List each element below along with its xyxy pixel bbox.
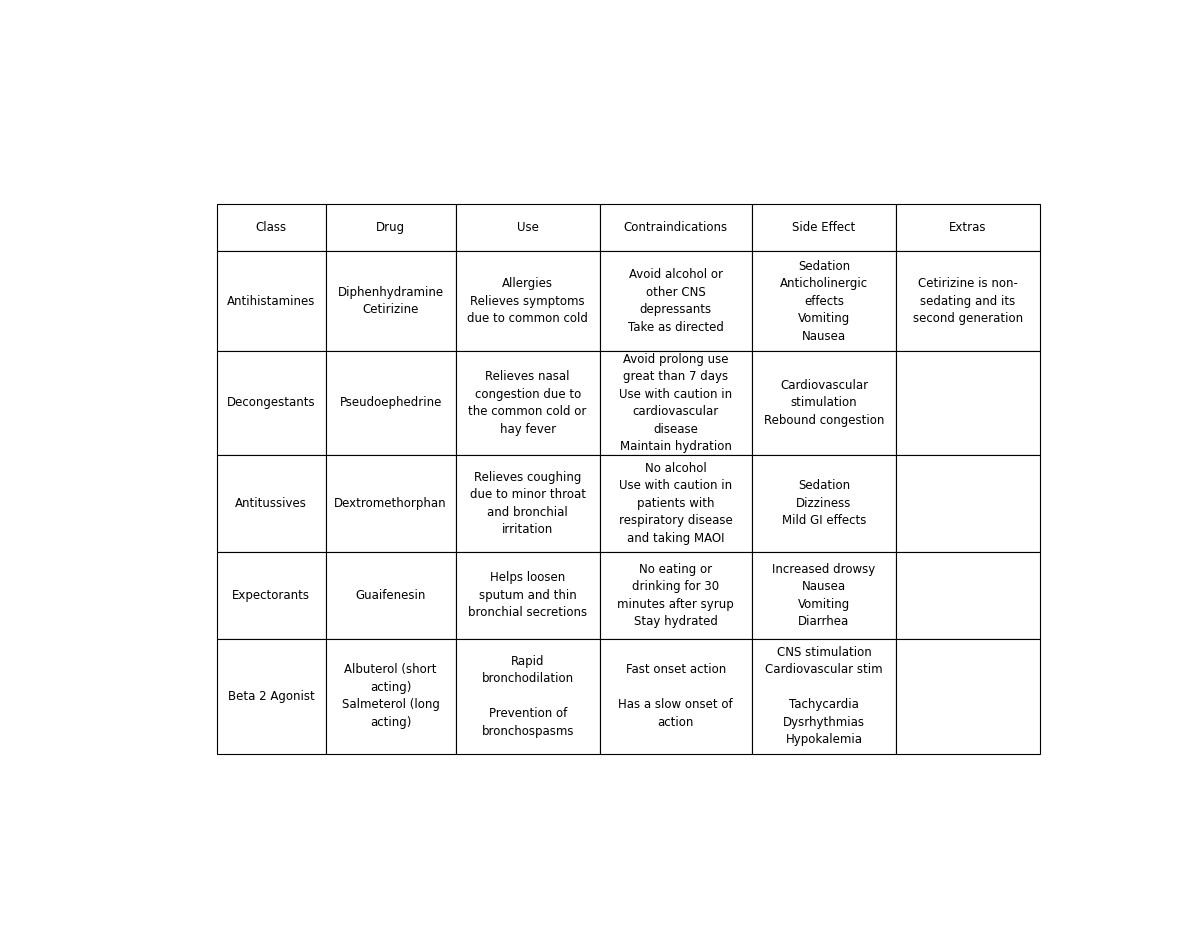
Text: Guaifenesin: Guaifenesin: [355, 589, 426, 602]
Bar: [896, 204, 1040, 251]
Text: Helps loosen
sputum and thin
bronchial secretions: Helps loosen sputum and thin bronchial s…: [468, 571, 587, 619]
Text: No alcohol
Use with caution in
patients with
respiratory disease
and taking MAOI: No alcohol Use with caution in patients …: [619, 462, 733, 545]
Bar: [217, 552, 325, 639]
Bar: [325, 351, 456, 455]
Bar: [752, 251, 896, 351]
Text: Sedation
Anticholinergic
effects
Vomiting
Nausea: Sedation Anticholinergic effects Vomitin…: [780, 260, 868, 343]
Bar: [896, 351, 1040, 455]
Bar: [217, 351, 325, 455]
Bar: [456, 351, 600, 455]
Bar: [325, 204, 456, 251]
Text: Beta 2 Agonist: Beta 2 Agonist: [228, 690, 314, 703]
Text: Side Effect: Side Effect: [792, 222, 856, 235]
Text: Pseudoephedrine: Pseudoephedrine: [340, 397, 442, 410]
Bar: [752, 639, 896, 754]
Text: Rapid
bronchodilation

Prevention of
bronchospasms: Rapid bronchodilation Prevention of bron…: [481, 654, 574, 738]
Text: No eating or
drinking for 30
minutes after syrup
Stay hydrated: No eating or drinking for 30 minutes aft…: [618, 563, 734, 629]
Bar: [456, 204, 600, 251]
Text: Avoid prolong use
great than 7 days
Use with caution in
cardiovascular
disease
M: Avoid prolong use great than 7 days Use …: [619, 353, 732, 453]
Bar: [600, 552, 752, 639]
Text: Drug: Drug: [376, 222, 406, 235]
Text: Cetirizine is non-
sedating and its
second generation: Cetirizine is non- sedating and its seco…: [913, 277, 1024, 325]
Text: Relieves coughing
due to minor throat
and bronchial
irritation: Relieves coughing due to minor throat an…: [469, 471, 586, 536]
Text: Antihistamines: Antihistamines: [227, 295, 316, 308]
Bar: [325, 455, 456, 552]
Bar: [896, 639, 1040, 754]
Bar: [456, 455, 600, 552]
Bar: [600, 639, 752, 754]
Bar: [456, 251, 600, 351]
Text: Use: Use: [517, 222, 539, 235]
Bar: [600, 455, 752, 552]
Bar: [896, 455, 1040, 552]
Text: Cardiovascular
stimulation
Rebound congestion: Cardiovascular stimulation Rebound conge…: [763, 379, 884, 427]
Bar: [752, 351, 896, 455]
Bar: [325, 639, 456, 754]
Text: Fast onset action

Has a slow onset of
action: Fast onset action Has a slow onset of ac…: [618, 664, 733, 729]
Text: Decongestants: Decongestants: [227, 397, 316, 410]
Bar: [456, 639, 600, 754]
Text: Increased drowsy
Nausea
Vomiting
Diarrhea: Increased drowsy Nausea Vomiting Diarrhe…: [773, 563, 876, 629]
Bar: [456, 552, 600, 639]
Text: Relieves nasal
congestion due to
the common cold or
hay fever: Relieves nasal congestion due to the com…: [468, 370, 587, 436]
Bar: [217, 251, 325, 351]
Text: Dextromethorphan: Dextromethorphan: [335, 497, 446, 510]
Bar: [217, 455, 325, 552]
Text: Sedation
Dizziness
Mild GI effects: Sedation Dizziness Mild GI effects: [781, 479, 866, 527]
Text: Extras: Extras: [949, 222, 986, 235]
Bar: [600, 204, 752, 251]
Text: Diphenhydramine
Cetirizine: Diphenhydramine Cetirizine: [337, 286, 444, 316]
Bar: [600, 351, 752, 455]
Bar: [896, 552, 1040, 639]
Bar: [600, 251, 752, 351]
Text: Contraindications: Contraindications: [624, 222, 728, 235]
Text: Expectorants: Expectorants: [233, 589, 311, 602]
Text: CNS stimulation
Cardiovascular stim

Tachycardia
Dysrhythmias
Hypokalemia: CNS stimulation Cardiovascular stim Tach…: [766, 646, 883, 746]
Bar: [896, 251, 1040, 351]
Bar: [752, 204, 896, 251]
Text: Allergies
Relieves symptoms
due to common cold: Allergies Relieves symptoms due to commo…: [467, 277, 588, 325]
Text: Antitussives: Antitussives: [235, 497, 307, 510]
Bar: [217, 204, 325, 251]
Bar: [325, 552, 456, 639]
Bar: [752, 455, 896, 552]
Text: Class: Class: [256, 222, 287, 235]
Text: Albuterol (short
acting)
Salmeterol (long
acting): Albuterol (short acting) Salmeterol (lon…: [342, 664, 439, 729]
Bar: [217, 639, 325, 754]
Bar: [752, 552, 896, 639]
Bar: [325, 251, 456, 351]
Text: Avoid alcohol or
other CNS
depressants
Take as directed: Avoid alcohol or other CNS depressants T…: [628, 269, 724, 334]
